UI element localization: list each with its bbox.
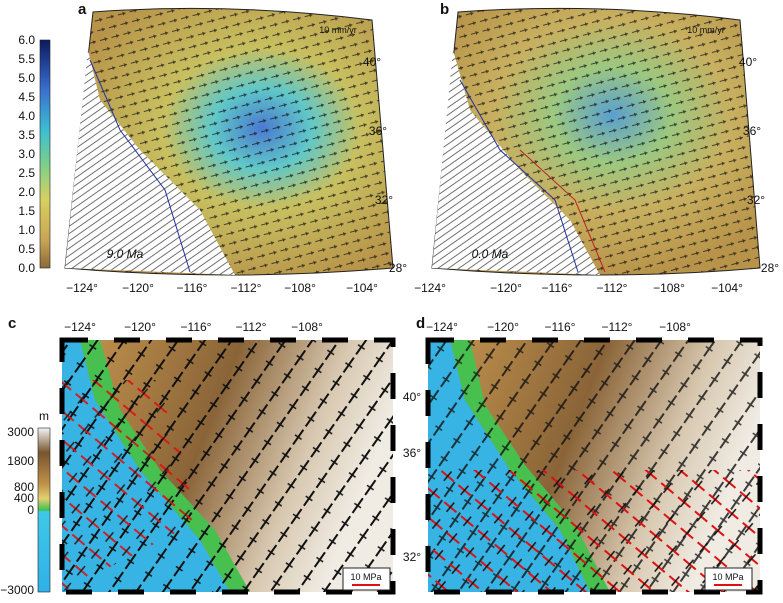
lat-tick-label: 40° [363,55,381,69]
lat-tick-label: 40° [403,390,421,404]
lon-tick-label: −112° [236,320,267,334]
colorbar-unit: m [39,409,49,423]
colorbar-tick-label: 3.0 [18,147,35,161]
lon-tick-label: −112° [602,320,633,334]
frame [425,337,763,595]
lon-tick-label: −108° [291,320,323,334]
colorbar-tick-label: 0.0 [18,261,35,275]
lon-tick-label: −120° [122,281,154,295]
scale-label: 10 mm/yr [319,25,357,35]
lon-tick-label: −108° [284,281,316,295]
lon-tick-label: −124° [414,281,446,295]
colorbar-tick-label: 800 [14,480,34,494]
scale-label: 10 MPa [712,572,743,582]
colorbar-tick-label: 3000 [7,425,34,439]
lon-tick-label: −116° [542,281,573,295]
lon-tick-label: −104° [711,281,743,295]
panel-label: a [78,1,87,18]
panel-label: b [440,1,449,18]
lon-tick-label: −108° [653,281,685,295]
lon-tick-label: −108° [659,320,691,334]
lat-tick-label: 36° [369,124,387,138]
lat-tick-label: 36° [743,124,761,138]
lon-tick-label: −116° [177,281,208,295]
scale-label: 10 mm/yr [687,25,725,35]
colorbar-tick-label: 1.0 [18,223,35,237]
colorbar [37,427,51,593]
colorbar-tick-label: 2.0 [18,185,35,199]
lon-tick-label: −116° [545,320,576,334]
lon-tick-label: −112° [597,281,628,295]
lon-tick-label: −116° [181,320,212,334]
age-label: 0.0 Ma [472,247,509,261]
lat-tick-label: 36° [403,446,421,460]
plate-motion [432,50,600,275]
scale-label: 10 MPa [350,572,381,582]
lon-tick-label: −120° [487,320,519,334]
panel-b [431,7,761,276]
lat-tick-label: 32° [403,550,421,564]
lon-tick-label: −104° [346,281,378,295]
colorbar-tick-label: 4.0 [18,109,35,123]
fault [519,149,606,273]
fault [459,79,579,273]
frame [59,337,396,595]
fault [89,59,191,273]
age-label: 9.0 Ma [107,247,144,261]
lat-tick-label: 32° [747,193,765,207]
lon-tick-label: −120° [490,281,522,295]
lon-tick-label: −124° [64,320,96,334]
colorbar-tick-label: 6.0 [18,33,35,47]
colorbar-tick-label: 0.5 [18,242,35,256]
colorbar-tick-label: 5.0 [18,71,35,85]
panel-c [37,337,396,595]
lat-tick-label: 40° [739,55,757,69]
lat-tick-label: 32° [375,193,393,207]
lat-tick-label: 28° [761,261,779,275]
lon-tick-label: −124° [426,320,458,334]
colorbar-tick-label: −3000 [0,583,34,597]
colorbar-tick-label: 1.5 [18,204,35,218]
colorbar [39,39,51,269]
lon-tick-label: −120° [124,320,156,334]
lon-tick-label: −112° [231,281,262,295]
lat-tick-label: 28° [389,261,407,275]
colorbar-tick-label: 400 [14,491,34,505]
panel-label: d [416,315,425,332]
panel-a [39,7,394,276]
plate-motion [65,50,235,275]
stress-field-red [62,380,200,592]
lon-tick-label: −124° [66,281,98,295]
colorbar-tick-label: 5.5 [18,52,35,66]
colorbar-tick-label: 3.5 [18,128,35,142]
colorbar-tick-label: 2.5 [18,166,35,180]
panel-label: c [8,315,16,332]
panel-d [425,337,763,595]
colorbar-tick-label: 0 [27,503,34,517]
colorbar-tick-label: 1800 [7,454,34,468]
colorbar-tick-label: 4.5 [18,90,35,104]
